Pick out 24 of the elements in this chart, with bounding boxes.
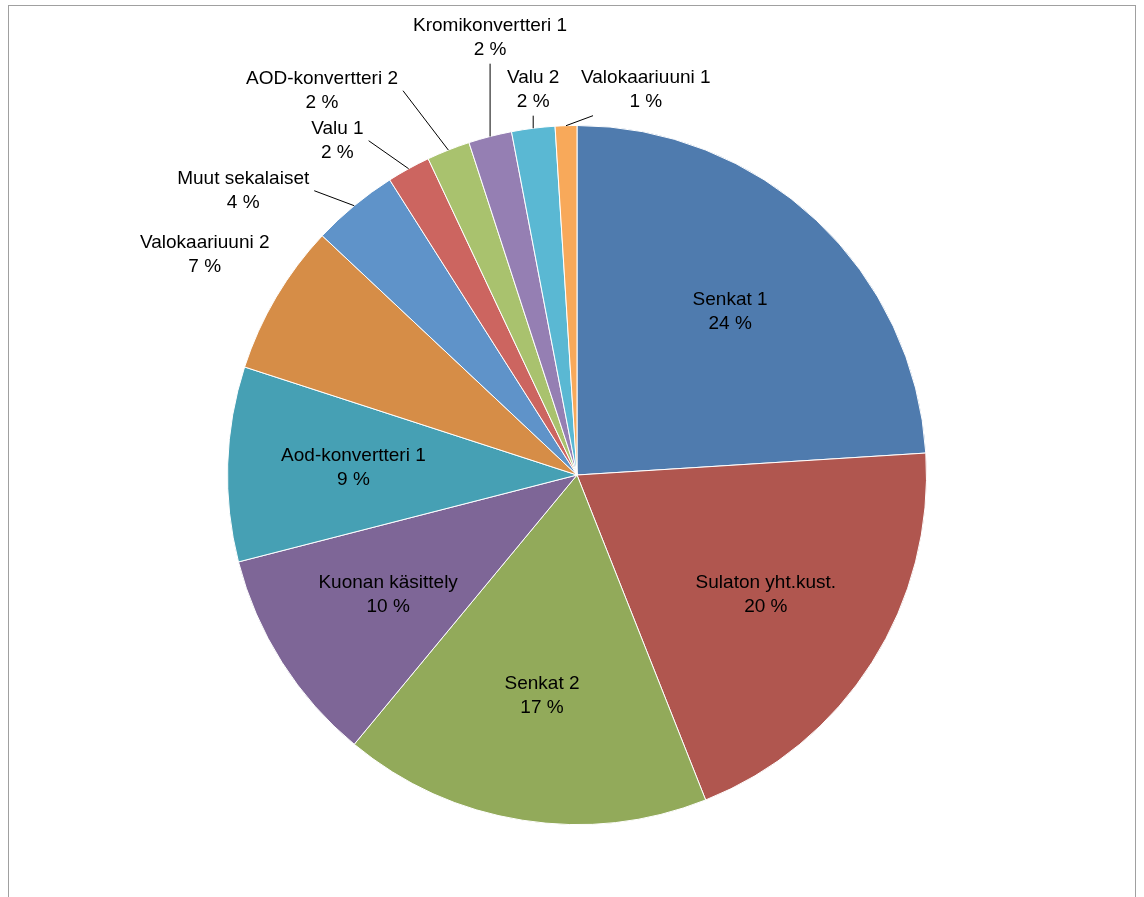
data-label: 10 % [366,595,410,617]
data-label: 2 % [516,89,550,111]
data-label: 2 % [321,140,354,162]
slice-label: Senkat 1 [692,288,768,310]
slice-label: Valu 1 [311,116,364,138]
slice-label: Valokaariuuni 1 [581,65,711,87]
slice-label: Valokaariuuni 2 [139,231,270,253]
data-label: 2 % [305,90,339,112]
slice-label: Muut sekalaiset [177,166,310,188]
slice-label: AOD-konvertteri 2 [245,66,398,88]
slice-label: Kuonan käsittely [318,571,459,593]
slice-label: Sulaton yht.kust. [695,571,837,593]
data-label: 7 % [188,255,222,277]
data-label: 9 % [337,468,370,490]
data-label: 17 % [520,696,564,718]
data-label: 20 % [744,595,788,617]
data-label: 24 % [708,312,752,334]
slice-label: Aod-konvertteri 1 [281,444,426,466]
data-label: 1 % [629,89,663,111]
slice-label: Kromikonvertteri 1 [413,13,568,35]
data-label: 2 % [473,37,507,59]
slice-label: Valu 2 [506,65,560,87]
slice-label: Senkat 2 [504,672,580,694]
data-label: 4 % [226,190,260,212]
